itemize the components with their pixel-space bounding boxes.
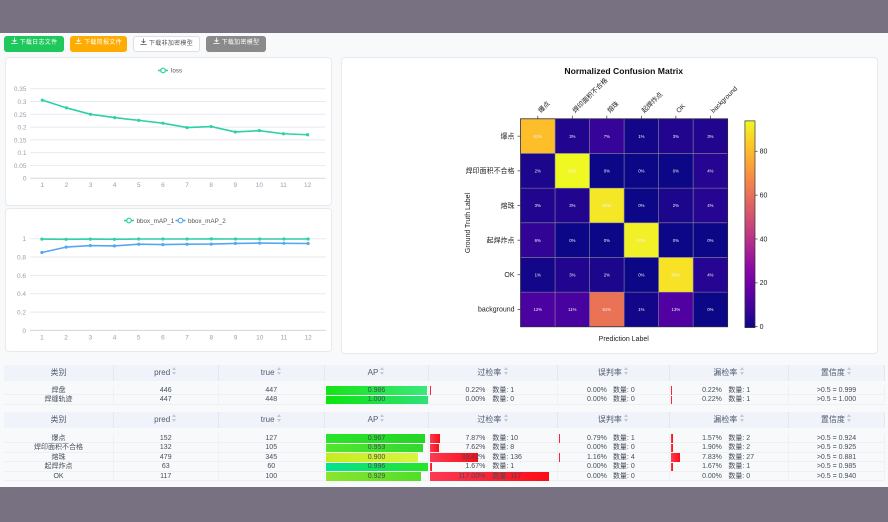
svg-text:12: 12 [304, 335, 312, 342]
svg-text:Ground Truth Label: Ground Truth Label [465, 192, 472, 253]
svg-text:4: 4 [112, 182, 116, 189]
svg-text:6%: 6% [535, 237, 541, 242]
svg-text:7%: 7% [604, 133, 610, 138]
svg-text:3: 3 [88, 335, 92, 342]
svg-text:5: 5 [136, 335, 140, 342]
svg-text:0.05: 0.05 [13, 163, 26, 170]
svg-text:3: 3 [88, 182, 92, 189]
svg-text:40: 40 [760, 236, 768, 243]
svg-text:4%: 4% [707, 272, 713, 277]
svg-text:3%: 3% [673, 133, 679, 138]
svg-text:12: 12 [304, 182, 312, 189]
svg-text:1%: 1% [638, 133, 644, 138]
svg-text:3%: 3% [707, 133, 713, 138]
svg-text:2%: 2% [604, 272, 610, 277]
svg-text:8: 8 [209, 182, 213, 189]
svg-text:60: 60 [760, 192, 768, 199]
svg-text:0.25: 0.25 [13, 112, 26, 119]
svg-text:4%: 4% [707, 203, 713, 208]
svg-text:89%: 89% [672, 272, 681, 277]
svg-text:background: background [710, 85, 740, 115]
svg-text:10: 10 [256, 335, 264, 342]
svg-text:0.4: 0.4 [16, 291, 25, 298]
svg-text:92%: 92% [568, 168, 577, 173]
svg-text:0.2: 0.2 [16, 310, 25, 317]
svg-text:0%: 0% [604, 237, 610, 242]
svg-text:7: 7 [185, 335, 189, 342]
svg-text:0.3: 0.3 [17, 99, 26, 106]
svg-text:4%: 4% [707, 168, 713, 173]
svg-text:81%: 81% [533, 133, 542, 138]
svg-text:2%: 2% [535, 168, 541, 173]
svg-text:0%: 0% [707, 237, 713, 242]
svg-text:Normalized Confusion Matrix: Normalized Confusion Matrix [564, 66, 683, 76]
svg-text:92%: 92% [637, 237, 646, 242]
svg-text:10: 10 [255, 182, 263, 189]
svg-text:3%: 3% [569, 133, 575, 138]
svg-text:bbox_mAP_2: bbox_mAP_2 [188, 218, 226, 225]
svg-text:0%: 0% [673, 237, 679, 242]
svg-text:0.15: 0.15 [13, 137, 26, 144]
svg-text:0%: 0% [604, 168, 610, 173]
svg-text:0%: 0% [673, 168, 679, 173]
svg-text:3%: 3% [569, 203, 575, 208]
svg-text:0%: 0% [638, 203, 644, 208]
svg-text:1: 1 [22, 236, 26, 243]
svg-text:1: 1 [40, 335, 44, 342]
svg-text:1: 1 [40, 182, 44, 189]
svg-text:2: 2 [64, 182, 68, 189]
svg-text:20: 20 [760, 280, 768, 287]
svg-text:0%: 0% [638, 272, 644, 277]
svg-text:11: 11 [280, 182, 287, 189]
svg-text:OK: OK [504, 272, 514, 279]
svg-text:OK: OK [675, 102, 687, 114]
svg-text:1%: 1% [535, 272, 541, 277]
svg-text:0%: 0% [569, 237, 575, 242]
svg-text:loss: loss [170, 68, 181, 75]
svg-text:8: 8 [209, 335, 213, 342]
svg-text:3%: 3% [569, 272, 575, 277]
svg-text:12%: 12% [533, 307, 542, 312]
svg-text:7: 7 [185, 182, 189, 189]
svg-text:Prediction Label: Prediction Label [599, 335, 650, 342]
svg-text:background: background [478, 306, 515, 313]
svg-text:熔珠: 熔珠 [501, 200, 515, 209]
svg-text:2%: 2% [673, 203, 679, 208]
svg-text:0.8: 0.8 [16, 255, 25, 262]
svg-text:3%: 3% [535, 203, 541, 208]
svg-text:0.6: 0.6 [16, 273, 25, 280]
svg-text:爆点: 爆点 [501, 131, 515, 140]
svg-text:0%: 0% [707, 307, 713, 312]
svg-text:5: 5 [136, 182, 140, 189]
svg-text:13%: 13% [672, 307, 681, 312]
svg-text:6: 6 [161, 335, 165, 342]
svg-text:0.1: 0.1 [17, 150, 26, 157]
svg-text:11: 11 [280, 335, 287, 342]
svg-text:61%: 61% [603, 307, 612, 312]
svg-text:1%: 1% [638, 307, 644, 312]
svg-text:9: 9 [233, 335, 237, 342]
svg-text:9: 9 [233, 182, 237, 189]
svg-text:起焊炸点: 起焊炸点 [639, 89, 664, 114]
svg-text:0: 0 [22, 176, 26, 183]
svg-text:0: 0 [22, 328, 26, 335]
svg-text:2: 2 [64, 335, 68, 342]
svg-text:11%: 11% [568, 307, 576, 312]
svg-text:0.35: 0.35 [13, 86, 26, 93]
svg-text:90%: 90% [603, 203, 612, 208]
svg-text:bbox_mAP_1: bbox_mAP_1 [136, 218, 174, 225]
svg-text:4: 4 [112, 335, 116, 342]
svg-text:0.2: 0.2 [17, 125, 26, 132]
svg-text:6: 6 [161, 182, 165, 189]
svg-text:焊印面积不合格: 焊印面积不合格 [466, 166, 515, 175]
svg-text:80: 80 [760, 148, 768, 155]
svg-text:0: 0 [760, 323, 764, 330]
svg-text:0%: 0% [638, 168, 644, 173]
svg-text:起焊炸点: 起焊炸点 [487, 235, 515, 244]
svg-text:熔珠: 熔珠 [605, 98, 621, 114]
svg-text:焊印面积不合格: 焊印面积不合格 [570, 75, 609, 114]
svg-text:爆点: 爆点 [536, 98, 552, 114]
